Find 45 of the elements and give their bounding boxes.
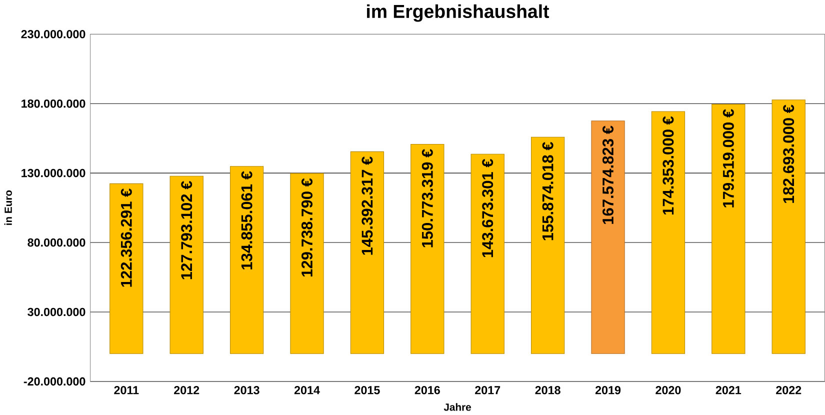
x-tick-label: 2021 (716, 386, 742, 394)
y-tick-label: -20.000.000 (24, 377, 86, 386)
data-label: 129.738.790 € (301, 178, 313, 276)
bar (110, 183, 144, 354)
x-tick-label: 2016 (414, 386, 440, 394)
bar (530, 136, 565, 354)
data-label: 167.574.823 € (602, 126, 614, 224)
data-label: 134.855.061 € (241, 171, 252, 270)
x-tick-label: 2020 (656, 386, 681, 394)
data-label: 145.392.317 € (362, 156, 373, 255)
data-label: 155.874.018 € (542, 142, 554, 240)
y-tick-label: 80.000.000 (28, 238, 86, 247)
x-tick-label: 2022 (776, 386, 802, 394)
y-tick-label: 180.000.000 (22, 99, 86, 108)
bar (230, 166, 264, 354)
data-label: 143.673.301 € (482, 158, 494, 258)
data-label: 127.793.102 € (181, 180, 192, 280)
x-axis-title: Jahre (444, 403, 471, 411)
y-tick-label: 30.000.000 (28, 308, 86, 316)
bar (470, 154, 504, 354)
x-tick-label: 2012 (174, 386, 200, 394)
x-tick-label: 2011 (114, 386, 139, 394)
bar (591, 120, 625, 354)
x-tick-label: 2014 (294, 386, 320, 394)
bar (772, 100, 806, 354)
data-label: 150.773.319 € (422, 149, 433, 248)
x-tick-label: 2019 (595, 386, 621, 394)
bar (410, 144, 444, 354)
data-label: 182.693.000 € (783, 104, 794, 203)
y-tick-label: 130.000.000 (22, 168, 86, 178)
bar (350, 151, 384, 354)
y-axis-title: in Euro (4, 190, 12, 225)
data-label: 174.353.000 € (662, 116, 674, 214)
y-tick-label: 230.000.000 (21, 30, 86, 38)
bar (651, 111, 686, 354)
x-tick-label: 2015 (354, 386, 380, 394)
x-tick-label: 2017 (475, 386, 500, 394)
data-label: 179.519.000 € (722, 109, 734, 208)
data-label: 122.356.291 € (120, 188, 132, 287)
x-tick-label: 2018 (535, 386, 560, 394)
bar (712, 104, 746, 354)
bar (290, 173, 324, 354)
bar (170, 176, 204, 354)
chart-title: im Ergebnishaushalt (367, 4, 550, 22)
x-tick-label: 2013 (234, 386, 260, 394)
